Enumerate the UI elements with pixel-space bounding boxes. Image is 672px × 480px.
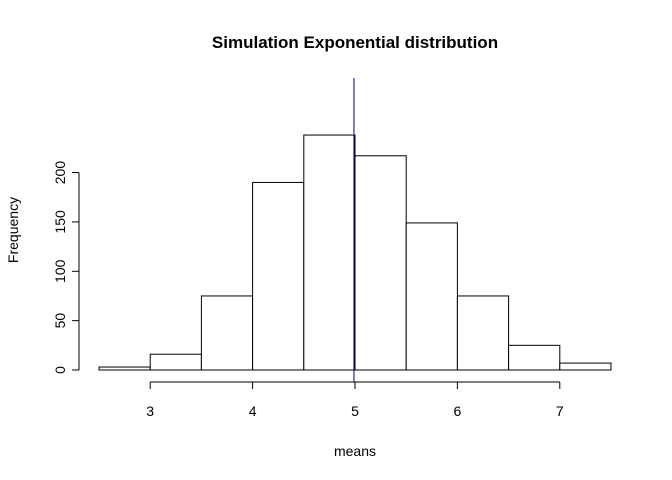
x-tick-label-1: 4 (249, 403, 257, 419)
histogram-bars (98, 134, 612, 371)
x-tick-label-3: 6 (454, 403, 462, 419)
histogram-bar-1 (149, 353, 202, 371)
y-axis: 0 50 100 150 200 (52, 161, 80, 374)
histogram-bar-9 (559, 362, 612, 371)
y-tick-label-4: 200 (52, 161, 68, 185)
y-tick-label-1: 50 (52, 313, 68, 329)
x-axis-label: means (334, 443, 376, 459)
histogram-bar-4 (303, 134, 356, 371)
x-axis: 3 4 5 6 7 (146, 381, 564, 419)
y-tick-label-2: 100 (52, 259, 68, 283)
chart-title: Simulation Exponential distribution (212, 33, 498, 52)
x-tick-label-2: 5 (351, 403, 359, 419)
x-tick-label-0: 3 (146, 403, 154, 419)
histogram-bar-7 (456, 295, 510, 371)
histogram-bar-8 (508, 344, 561, 371)
x-tick-label-4: 7 (556, 403, 564, 419)
y-tick-label-3: 150 (52, 210, 68, 234)
y-tick-label-0: 0 (52, 366, 68, 374)
histogram-bar-6 (405, 222, 458, 371)
y-axis-label: Frequency (5, 197, 21, 263)
histogram-bar-2 (200, 295, 254, 371)
histogram-bar-3 (252, 181, 305, 371)
histogram-bar-5 (354, 155, 407, 371)
histogram-bar-0 (98, 366, 151, 371)
